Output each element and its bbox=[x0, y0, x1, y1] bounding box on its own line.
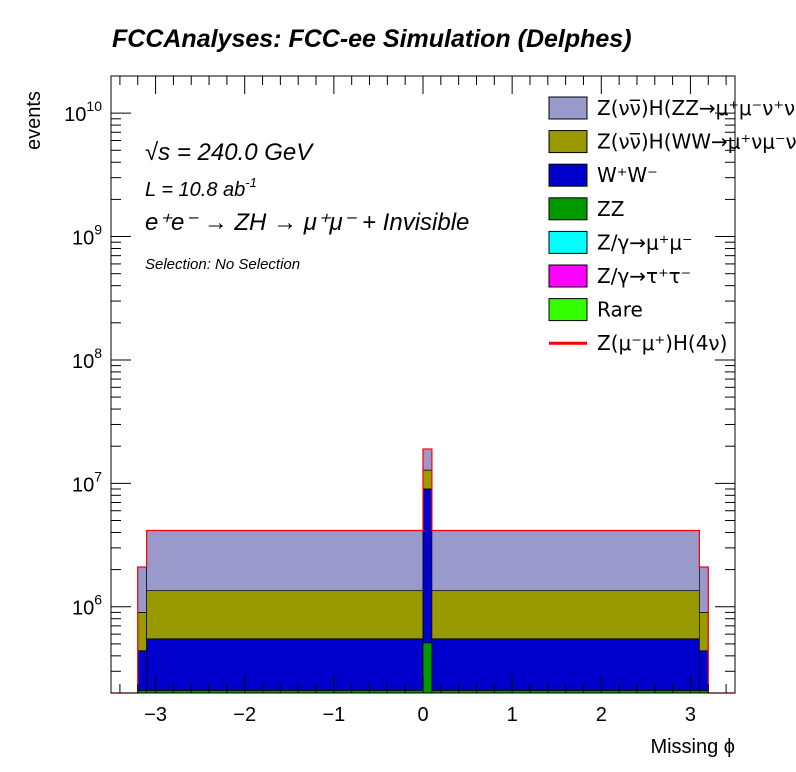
legend-label: Z(νν̅)H(WW→μ⁺νμ⁻ν bbox=[597, 130, 796, 154]
y-tick-label-base: 10 bbox=[72, 598, 94, 620]
y-tick-label-base: 10 bbox=[72, 474, 94, 496]
legend-label: Z(μ⁻μ⁺)H(4ν) bbox=[597, 331, 727, 355]
bar-bin4-zhzz bbox=[431, 530, 700, 592]
y-tick-label: 107 bbox=[72, 468, 102, 496]
bar-bin2-zhzz bbox=[146, 530, 424, 592]
bar-bin5-zhww bbox=[698, 612, 709, 652]
legend-swatch bbox=[548, 130, 588, 154]
y-tick-label-exponent: 8 bbox=[94, 345, 102, 361]
legend-label: W⁺W⁻ bbox=[597, 163, 658, 187]
legend-swatch bbox=[548, 96, 588, 120]
annotation-process: e⁺e⁻ → ZH → μ⁺μ⁻ + Invisible bbox=[145, 209, 469, 236]
x-tick-label: 2 bbox=[596, 704, 607, 726]
annotation-luminosity: L = 10.8 ab-1 bbox=[145, 175, 257, 201]
legend-swatch bbox=[548, 230, 588, 254]
x-tick-label: 3 bbox=[685, 704, 696, 726]
y-tick-label: 106 bbox=[72, 592, 102, 620]
y-tick-label-base: 10 bbox=[64, 104, 86, 126]
annotation-luminosity-exp: -1 bbox=[245, 175, 257, 190]
bar-bin1-zhzz bbox=[137, 566, 148, 613]
legend-label: Z/γ→τ⁺τ⁻ bbox=[597, 264, 691, 288]
legend-label: Z(νν̅)H(ZZ→μ⁺μ⁻ν⁺ν bbox=[597, 96, 795, 120]
legend-label: Rare bbox=[597, 298, 643, 322]
chart-title: FCCAnalyses: FCC-ee Simulation (Delphes) bbox=[112, 25, 632, 53]
bar-bin3-ww bbox=[422, 488, 433, 644]
y-tick-label-base: 10 bbox=[72, 351, 94, 373]
y-tick-label: 109 bbox=[72, 222, 102, 250]
y-tick-label: 1010 bbox=[64, 98, 102, 126]
bar-bin3-zz bbox=[422, 642, 433, 694]
bar-bin2-ww bbox=[146, 638, 424, 691]
bar-bin3-zhww bbox=[422, 469, 433, 490]
histogram-bars bbox=[137, 448, 709, 694]
legend-label: ZZ bbox=[597, 197, 624, 221]
bar-bin5-ww bbox=[698, 650, 709, 691]
annotation-selection: Selection: No Selection bbox=[145, 256, 300, 273]
signal-line bbox=[111, 448, 735, 694]
legend-swatch bbox=[548, 197, 588, 221]
legend-swatch bbox=[548, 298, 588, 322]
x-axis-ticks: −3 −2 −1 0 1 2 3 bbox=[119, 76, 727, 726]
x-tick-label: −3 bbox=[144, 704, 167, 726]
x-tick-label: −1 bbox=[322, 704, 345, 726]
signal-step-line bbox=[111, 448, 735, 694]
annotation-energy: √s = 240.0 GeV bbox=[145, 139, 314, 166]
annotation-luminosity-text: L = 10.8 ab bbox=[145, 179, 245, 201]
annotations: √s = 240.0 GeV L = 10.8 ab-1 e⁺e⁻ → ZH →… bbox=[145, 139, 469, 273]
legend-swatch bbox=[548, 163, 588, 187]
x-tick-label: 1 bbox=[507, 704, 518, 726]
y-tick-label-exponent: 9 bbox=[94, 222, 102, 238]
legend: Z(νν̅)H(ZZ→μ⁺μ⁻ν⁺ν Z(νν̅)H(WW→μ⁺νμ⁻ν W⁺W⁻ Z… bbox=[548, 96, 796, 355]
x-tick-label: −2 bbox=[233, 704, 256, 726]
x-axis-label: Missing ϕ bbox=[650, 736, 735, 758]
y-tick-label-base: 10 bbox=[72, 228, 94, 250]
y-tick-label-exponent: 10 bbox=[86, 98, 102, 114]
bar-bin3-zhzz bbox=[422, 448, 433, 471]
bar-bin2-zhww bbox=[146, 590, 424, 640]
bar-bin1-ww bbox=[137, 650, 148, 691]
legend-swatch bbox=[548, 264, 588, 288]
y-axis-label: events bbox=[23, 91, 45, 150]
bar-bin5-zhzz bbox=[698, 566, 709, 613]
x-tick-label: 0 bbox=[417, 704, 428, 726]
bar-bin1-zhww bbox=[137, 612, 148, 652]
y-tick-label: 108 bbox=[72, 345, 102, 373]
bar-bin4-zhww bbox=[431, 590, 700, 640]
y-tick-label-exponent: 7 bbox=[94, 468, 102, 484]
y-tick-label-exponent: 6 bbox=[94, 592, 102, 608]
legend-label: Z/γ→μ⁺μ⁻ bbox=[597, 230, 693, 254]
bar-bin4-ww bbox=[431, 638, 700, 691]
